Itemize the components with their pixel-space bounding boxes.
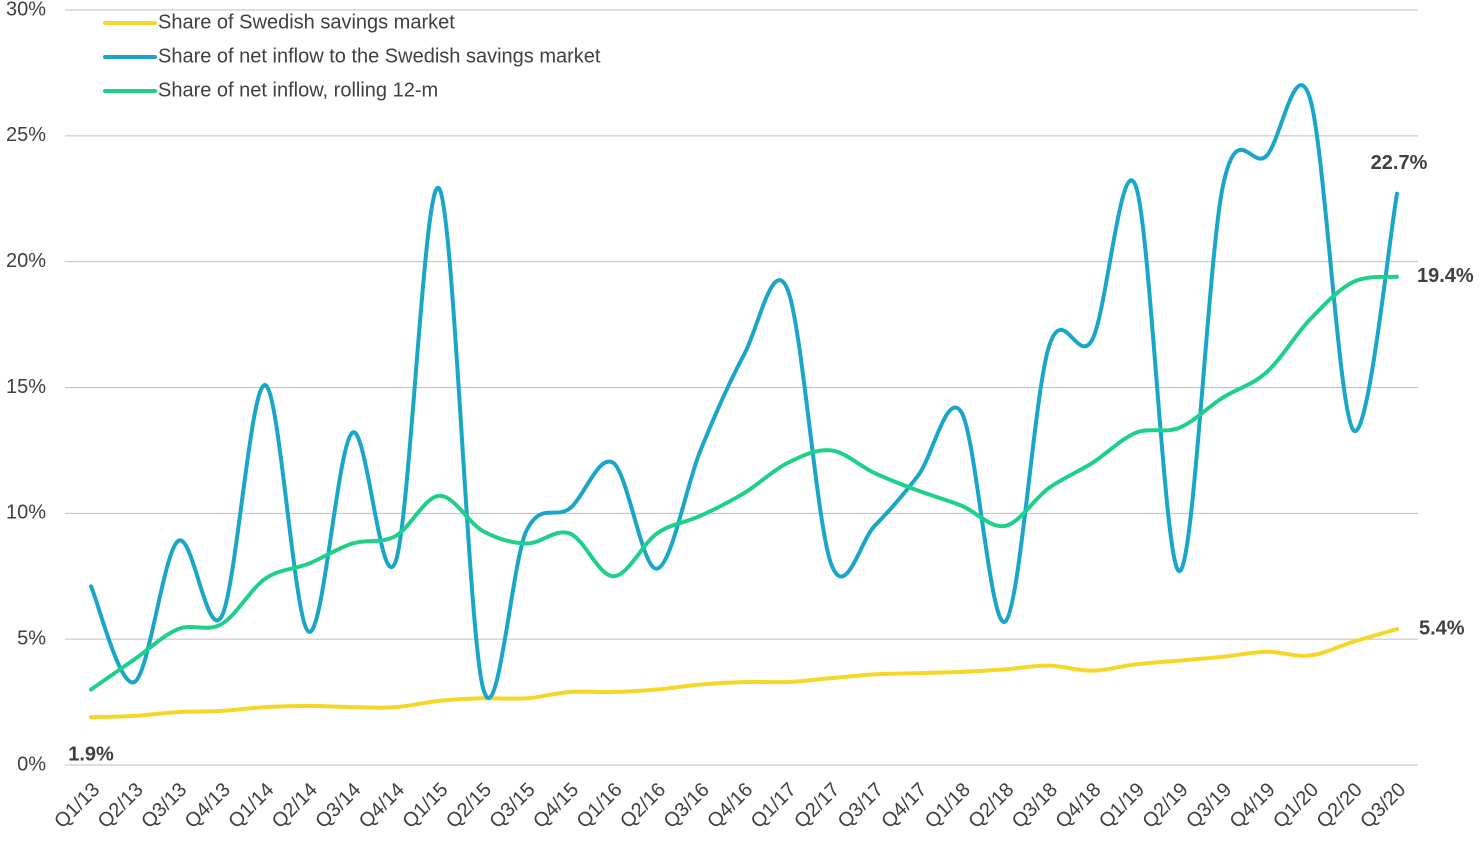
- data-label: 1.9%: [68, 743, 114, 765]
- x-tick-label: Q1/20: [1269, 779, 1323, 833]
- x-tick-label: Q2/13: [94, 779, 148, 833]
- x-tick-label: Q4/15: [529, 779, 583, 833]
- x-tick-label: Q3/14: [311, 779, 365, 833]
- x-tick-label: Q4/14: [355, 779, 409, 833]
- y-tick-label: 15%: [6, 376, 46, 398]
- y-tick-label: 0%: [17, 753, 46, 775]
- x-tick-label: Q4/17: [877, 779, 931, 833]
- y-tick-label: 30%: [6, 0, 46, 20]
- x-tick-label: Q2/16: [616, 779, 670, 833]
- x-tick-label: Q2/18: [964, 779, 1018, 833]
- x-tick-label: Q3/20: [1356, 779, 1410, 833]
- x-tick-label: Q3/17: [834, 779, 888, 833]
- x-tick-label: Q1/14: [224, 779, 278, 833]
- x-tick-label: Q2/15: [442, 779, 496, 833]
- legend-label: Share of Swedish savings market: [158, 11, 455, 33]
- x-tick-label: Q3/18: [1008, 779, 1062, 833]
- x-tick-label: Q4/16: [703, 779, 757, 833]
- data-label: 19.4%: [1417, 265, 1474, 287]
- x-tick-label: Q1/17: [747, 779, 801, 833]
- x-tick-label: Q2/17: [790, 779, 844, 833]
- line-series: [89, 274, 1399, 692]
- line-series: [89, 627, 1399, 720]
- y-tick-label: 5%: [17, 627, 46, 649]
- x-tick-label: Q2/19: [1139, 779, 1193, 833]
- legend-label: Share of net inflow to the Swedish savin…: [158, 45, 601, 67]
- x-tick-label: Q3/13: [137, 779, 191, 833]
- x-tick-label: Q4/18: [1051, 779, 1105, 833]
- x-tick-label: Q1/19: [1095, 779, 1149, 833]
- x-tick-label: Q3/16: [660, 779, 714, 833]
- y-tick-label: 10%: [6, 502, 46, 524]
- x-tick-label: Q1/13: [50, 779, 104, 833]
- x-tick-label: Q1/18: [921, 779, 975, 833]
- x-tick-label: Q3/15: [486, 779, 540, 833]
- x-tick-label: Q2/20: [1313, 779, 1367, 833]
- line-series: [89, 83, 1399, 700]
- x-tick-label: Q3/19: [1182, 779, 1236, 833]
- legend-label: Share of net inflow, rolling 12-m: [158, 79, 438, 101]
- data-label: 5.4%: [1419, 617, 1465, 639]
- x-tick-label: Q1/16: [573, 779, 627, 833]
- x-tick-label: Q4/13: [181, 779, 235, 833]
- data-label: 22.7%: [1371, 152, 1428, 174]
- x-tick-label: Q2/14: [268, 779, 322, 833]
- x-tick-label: Q4/19: [1226, 779, 1280, 833]
- y-tick-label: 20%: [6, 250, 46, 272]
- x-tick-label: Q1/15: [398, 779, 452, 833]
- y-tick-label: 25%: [6, 124, 46, 146]
